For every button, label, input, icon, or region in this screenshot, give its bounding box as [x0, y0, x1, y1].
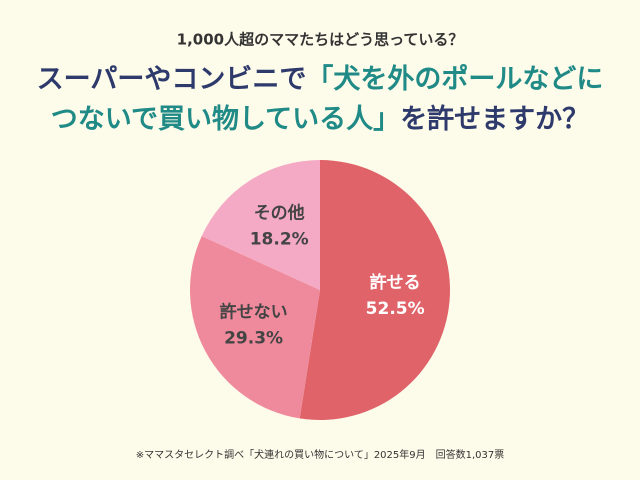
slice-name: 許せる: [370, 272, 421, 293]
title-part: つないで買い物している人」: [51, 104, 400, 135]
slice-value-label: 18.2%: [250, 230, 309, 250]
title-part: スーパーやコンビニで: [37, 64, 307, 95]
pie-slice: [189, 236, 320, 419]
title-part: を許せますか？: [400, 104, 589, 135]
pie-slice: [299, 160, 451, 421]
pie-slice: [201, 160, 320, 290]
slice-name: 許せない: [220, 302, 288, 323]
title-part: 「犬を外のポールなどに: [306, 63, 603, 95]
source: ※ママスタセレクト調べ「犬連れの買い物について」2025年9月 回答数1,037…: [136, 448, 505, 461]
slice-name: その他: [254, 203, 305, 224]
title-line-1: スーパーやコンビニで「犬を外のポールなどに: [37, 63, 604, 95]
subtitle: 1,000人超のママたちはどう思っている？: [177, 31, 464, 49]
slice-value-label: 29.3%: [224, 329, 283, 349]
pie: 許せる 52.5% 許せない 29.3% その他 18.2%: [189, 160, 451, 421]
title-line-2: つないで買い物している人」を許せますか？: [51, 104, 589, 135]
slice-value-label: 52.5%: [366, 299, 425, 319]
